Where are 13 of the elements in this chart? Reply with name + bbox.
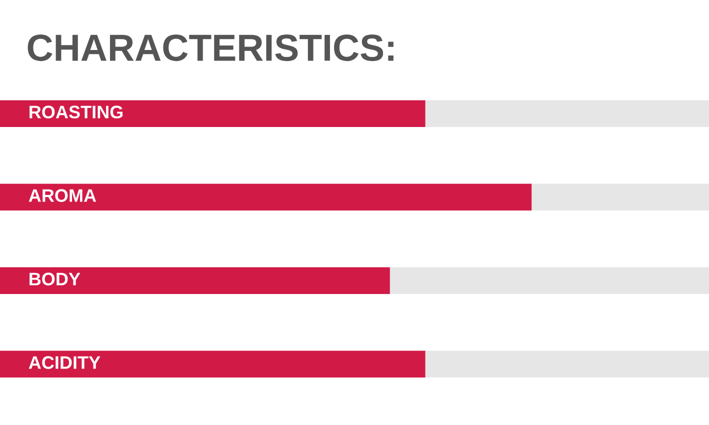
bar bbox=[0, 350, 426, 378]
bar bbox=[532, 184, 709, 210]
y-tick-label: AROMA bbox=[28, 189, 96, 202]
bar bbox=[390, 267, 709, 294]
y-tick-label: BODY bbox=[30, 272, 80, 286]
bar bbox=[425, 350, 709, 378]
y-tick-label: ROASTING bbox=[30, 106, 123, 118]
bar bbox=[0, 267, 390, 294]
bar bbox=[425, 100, 709, 127]
chart-title: CHARACTERISTICS: bbox=[28, 34, 394, 62]
bar bbox=[0, 184, 532, 210]
bar bbox=[0, 100, 426, 127]
y-tick-label: ACIDITY bbox=[28, 356, 100, 369]
